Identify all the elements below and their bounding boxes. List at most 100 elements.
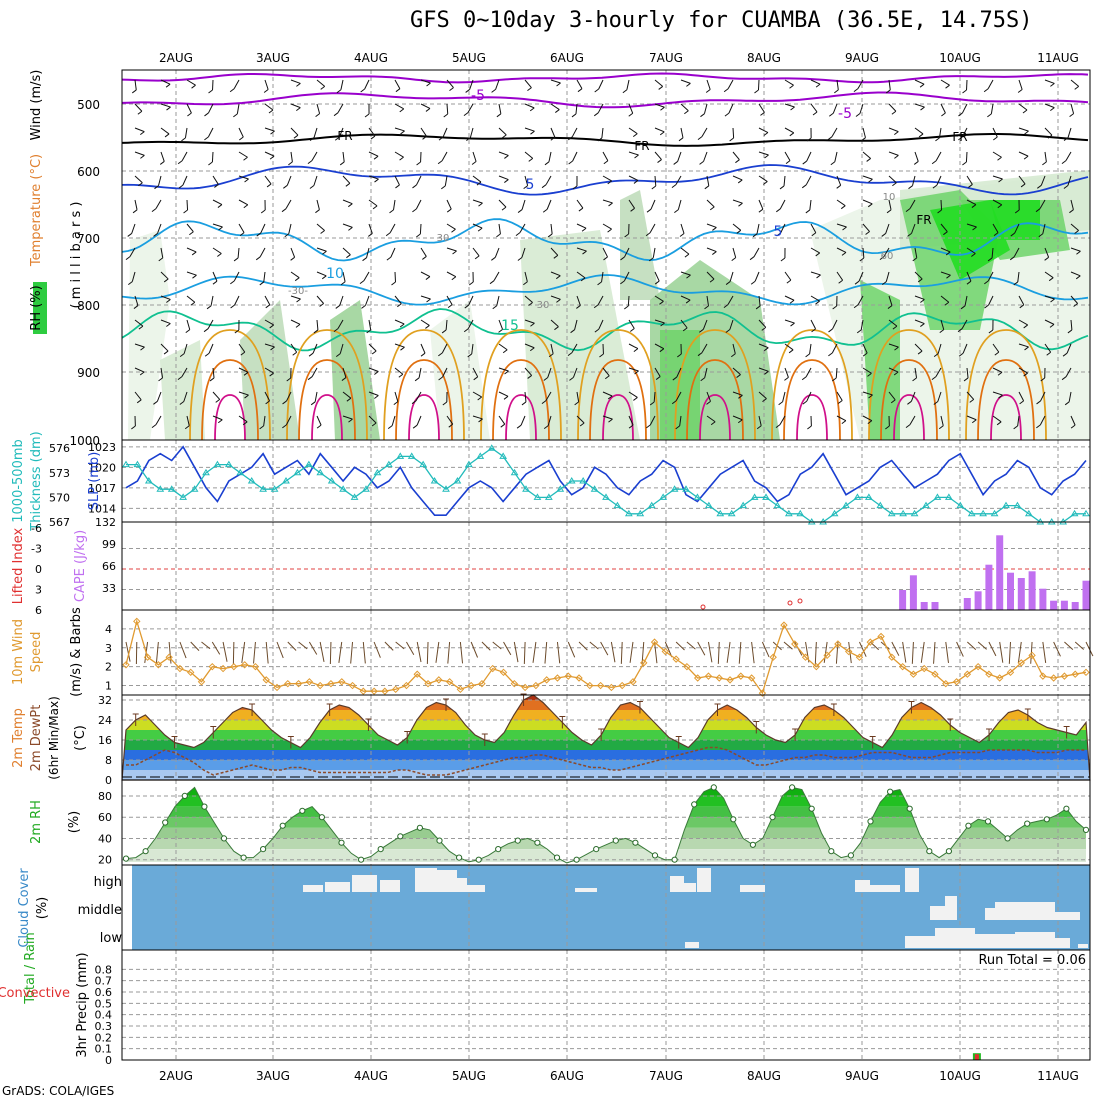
upper-wind-barb-flag [700,377,706,382]
upper-wind-barb-flag [339,161,345,166]
upper-wind-barb [966,391,975,400]
thickness-point [384,460,393,468]
upper-wind-barb-flag [651,185,657,190]
upper-wind-barb-flag [348,226,353,231]
upper-wind-barb-flag [946,274,951,279]
precip-panel [121,949,1091,1061]
upper-wind-barb-flag [463,112,469,117]
minmax-axis-title: (6hr Min/Max) [47,696,61,780]
upper-wind-barb-flag [659,300,664,305]
upper-wind-barb-flag [593,112,599,117]
upper-wind-barb-flag [1061,376,1067,381]
upper-wind-barb [313,127,318,138]
upper-wind-barb-flag [868,394,873,399]
upper-wind-barb [780,223,786,234]
wind10-barb [629,641,634,663]
date-label-bottom: 6AUG [550,1069,584,1083]
upper-wind-barb-flag [568,160,573,165]
upper-wind-barb-flag [712,227,717,231]
upper-wind-barb-flag [307,376,313,381]
upper-wind-barb [494,247,500,258]
surface-isotherm [880,359,938,441]
surface-isotherm [201,359,259,441]
upper-wind-barb-flag [286,377,292,382]
upper-wind-barb [134,343,145,348]
upper-wind-barb-flag [593,304,599,309]
upper-wind-barb [446,199,452,210]
upper-wind-barb-flag [550,136,556,141]
upper-wind-barb-flag [296,107,301,111]
wind-speed-point [230,662,238,671]
upper-wind-barb [498,415,506,425]
upper-wind-barb [992,367,1003,373]
upper-wind-barb [160,79,171,85]
upper-wind-barb [311,151,318,161]
upper-wind-barb-flag [389,209,394,214]
upper-wind-barb [704,367,708,378]
upper-wind-barb [131,271,136,282]
upper-wind-barb [571,127,578,138]
upper-wind-barb-flag [178,184,184,189]
upper-wind-barb-flag [945,251,951,256]
upper-wind-barb [836,175,842,186]
upper-wind-barb [238,343,246,353]
upper-wind-barb-flag [438,136,444,141]
upper-wind-barb-flag [920,299,925,303]
rh-tick: 80 [98,790,112,803]
upper-wind-barb [342,415,353,420]
wind-speed-point [1071,670,1079,678]
upper-wind-barb [966,247,976,254]
thickness-tick: 576 [49,442,70,455]
upper-wind-barb-flag [1013,281,1019,286]
upper-wind-barb [1044,343,1052,353]
rh-tick: 20 [98,854,112,867]
upper-wind-barb-flag [442,401,448,406]
upper-wind-barb [160,103,171,108]
upper-wind-barb [914,343,923,352]
upper-wind-barb [498,103,502,114]
cloud-axis-title: Cloud Cover [17,868,32,948]
wind-speed-point [942,679,950,688]
wind-speed-point [542,676,551,684]
upper-wind-barb-flag [420,352,426,357]
wind-tick: 4 [105,623,112,636]
upper-wind-barb-flag [775,424,781,429]
upper-wind-barb-flag [269,324,274,329]
thickness-axis-title2: 1000-500mb [11,439,26,523]
rh-band [126,795,1086,807]
upper-wind-barb [758,367,769,372]
upper-wind-barb [493,271,500,281]
upper-wind-barb [524,79,532,88]
upper-wind-barb [186,415,190,426]
upper-wind-barb-flag [881,233,886,237]
upper-wind-barb-flag [679,233,685,237]
wind10-barb [241,641,246,663]
wind-speed-point [726,676,734,684]
wind10-barb [902,641,907,663]
upper-wind-barb [576,415,585,424]
upper-wind-barb-flag [788,349,794,354]
wind10-barb [654,641,658,664]
wind-speed-point [435,676,443,684]
upper-wind-barb [576,223,587,229]
upper-wind-barb-flag [885,425,890,430]
wind-speed-point [661,647,670,656]
upper-wind-barb [649,415,656,426]
upper-wind-barb-flag [1037,184,1042,189]
upper-wind-barb-flag [395,184,400,189]
upper-wind-barb-flag [633,348,639,353]
upper-wind-barb-flag [646,424,651,429]
wind-speed-point [823,651,831,660]
upper-wind-barb [259,247,266,258]
upper-wind-barb [1014,223,1020,234]
upper-wind-barb [285,199,292,209]
upper-wind-barb-flag [400,130,405,135]
thickness-point [624,509,633,517]
thickness-point [979,509,988,517]
upper-wind-barb-flag [867,203,873,208]
wind-speed-point [575,674,583,682]
upper-wind-barb-flag [659,131,665,136]
upper-wind-barb-flag [630,207,635,212]
upper-wind-barb [732,391,743,396]
upper-wind-barb [675,391,682,402]
